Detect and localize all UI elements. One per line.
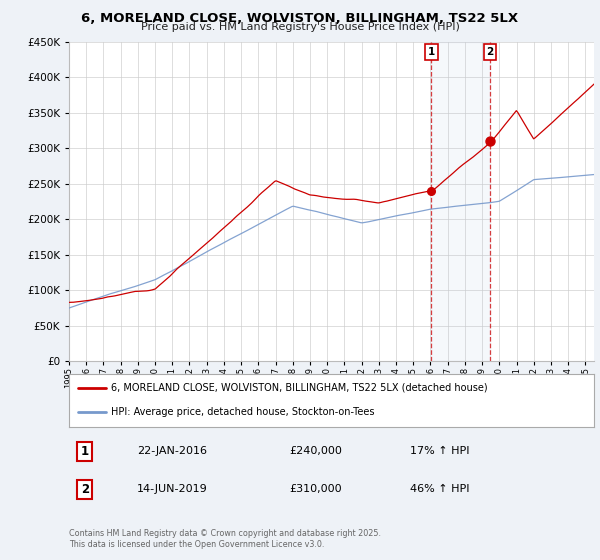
Text: 2: 2 [486,47,493,57]
Text: 46% ↑ HPI: 46% ↑ HPI [410,484,470,494]
Text: HPI: Average price, detached house, Stockton-on-Tees: HPI: Average price, detached house, Stoc… [111,407,374,417]
Text: 6, MORELAND CLOSE, WOLVISTON, BILLINGHAM, TS22 5LX (detached house): 6, MORELAND CLOSE, WOLVISTON, BILLINGHAM… [111,383,488,393]
Text: Contains HM Land Registry data © Crown copyright and database right 2025.
This d: Contains HM Land Registry data © Crown c… [69,529,381,549]
Text: 1: 1 [428,47,435,57]
Text: 22-JAN-2016: 22-JAN-2016 [137,446,207,456]
Text: 2: 2 [80,483,89,496]
Text: 1: 1 [80,445,89,458]
Text: 6, MORELAND CLOSE, WOLVISTON, BILLINGHAM, TS22 5LX: 6, MORELAND CLOSE, WOLVISTON, BILLINGHAM… [82,12,518,25]
Text: Price paid vs. HM Land Registry's House Price Index (HPI): Price paid vs. HM Land Registry's House … [140,22,460,32]
Text: 14-JUN-2019: 14-JUN-2019 [137,484,208,494]
Text: £240,000: £240,000 [290,446,343,456]
Text: £310,000: £310,000 [290,484,342,494]
Bar [431,42,490,361]
Text: 17% ↑ HPI: 17% ↑ HPI [410,446,470,456]
